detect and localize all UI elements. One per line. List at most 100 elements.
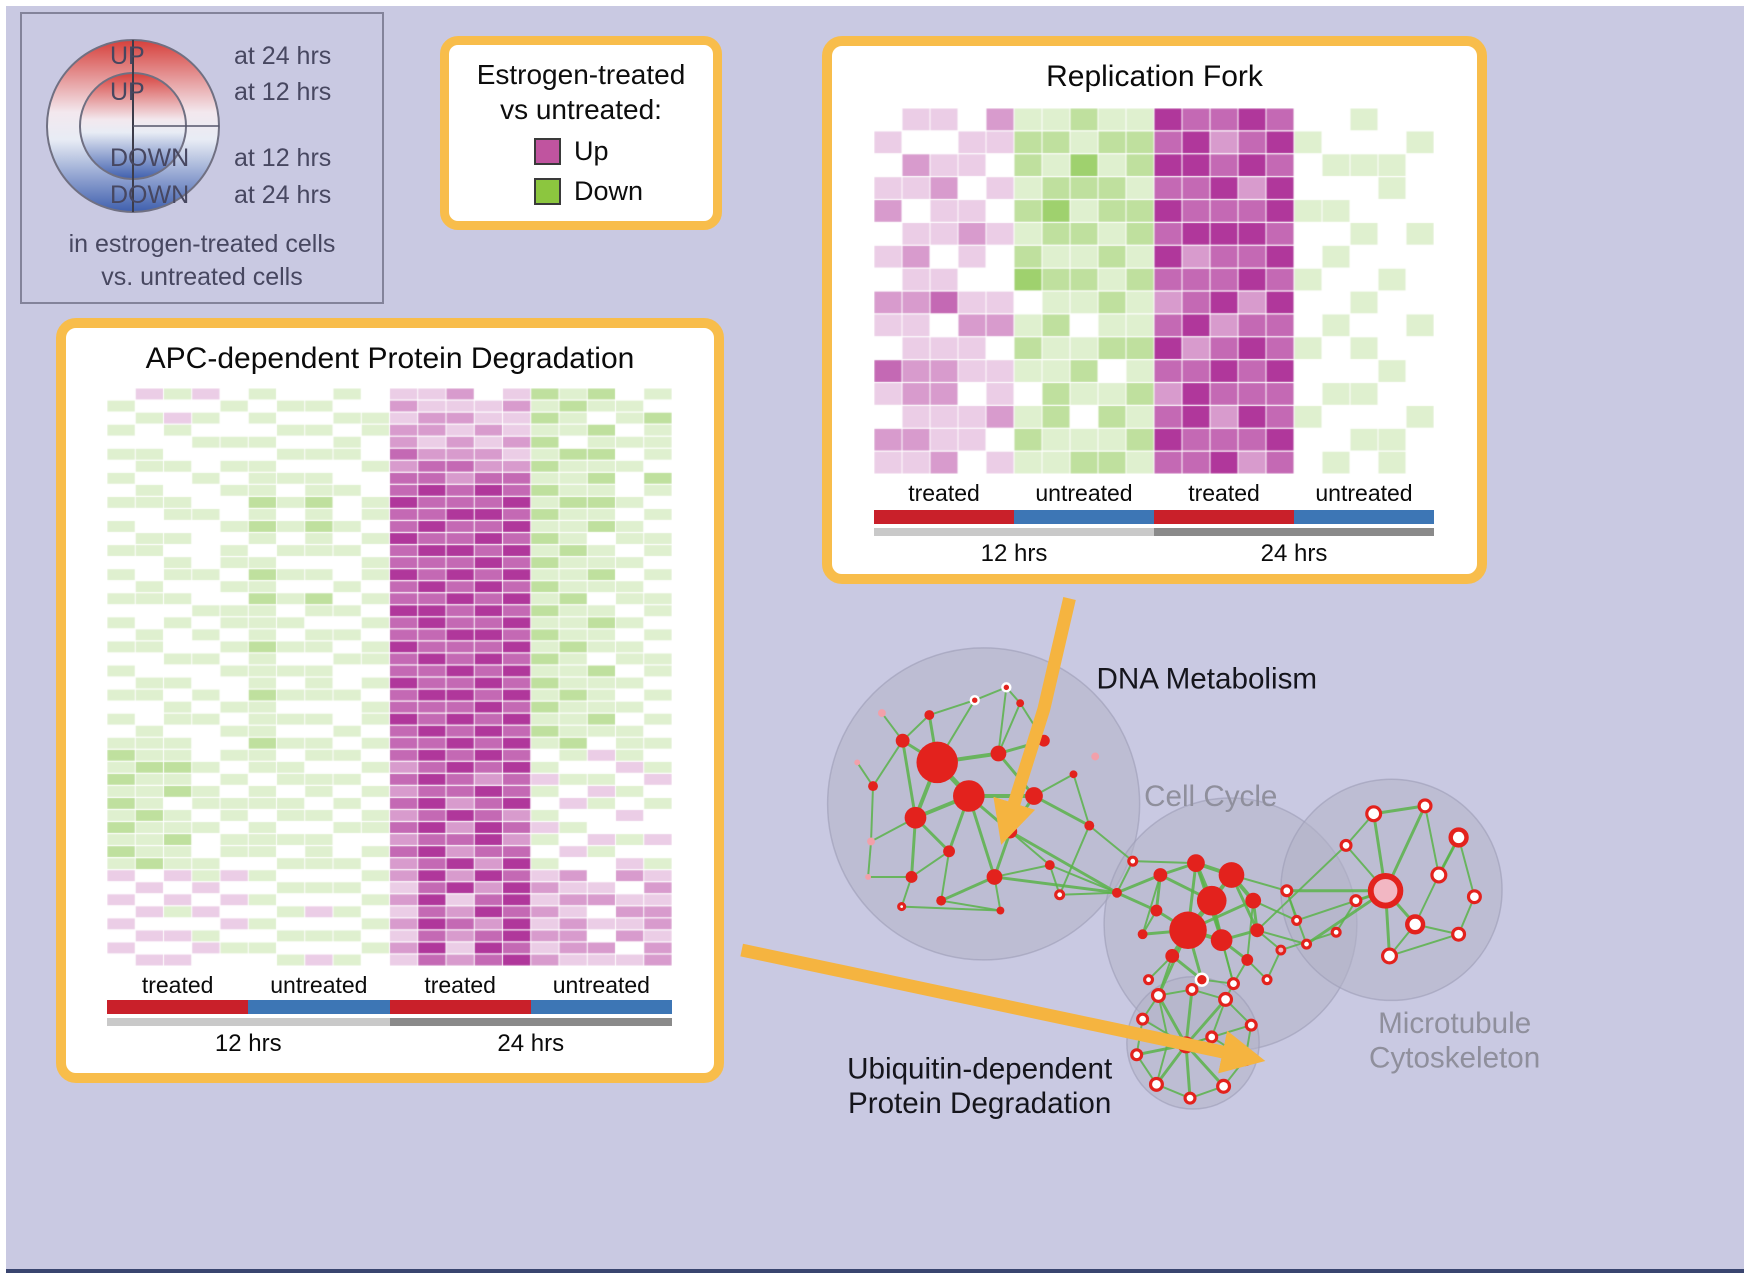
network-node: [1330, 926, 1342, 938]
network-edge: [997, 702, 1022, 755]
network-node: [1448, 827, 1469, 848]
network-edge: [996, 739, 1046, 756]
network-edge: [910, 850, 951, 878]
network-node: [1162, 1035, 1174, 1047]
network-edge: [1414, 874, 1440, 926]
regulation-legend: UP at 24 hrs UP at 12 hrs DOWN at 12 hrs…: [20, 12, 384, 304]
network-node: [1241, 953, 1254, 966]
network-node: [1037, 734, 1050, 747]
network-node: [936, 895, 947, 906]
network-node: [1226, 977, 1240, 991]
network-edge: [1345, 812, 1375, 847]
network-edge: [1184, 1043, 1192, 1100]
untreated-bar: [248, 1000, 390, 1014]
network-edge: [1345, 844, 1387, 892]
time-label-12: 12 hrs: [980, 540, 1048, 567]
time-label-12: 12 hrs: [214, 1030, 282, 1057]
time-label-24: 24 hrs: [497, 1030, 565, 1057]
apc-time-bars: [107, 1018, 672, 1026]
group-label-treated-24: treated: [1188, 480, 1260, 506]
network-edge: [1008, 794, 1036, 834]
network-node: [1044, 860, 1055, 871]
network-edge: [1008, 830, 1119, 895]
callout-arrow: [993, 597, 1076, 845]
network-node: [1137, 929, 1148, 940]
estrogen-legend: Estrogen-treated vs untreated: Up Down: [440, 36, 722, 230]
time-24-bar: [1154, 528, 1434, 536]
network-edge: [1210, 998, 1227, 1038]
estrogen-title-line1: Estrogen-treated: [476, 59, 686, 90]
network-edge: [1209, 873, 1234, 903]
network-edge: [1141, 909, 1158, 936]
network-edge: [1155, 1083, 1191, 1100]
network-edge: [1246, 899, 1255, 961]
network-node: [924, 710, 935, 720]
network-edge: [1009, 830, 1051, 867]
network-edge: [1251, 899, 1259, 932]
network-node: [1261, 974, 1273, 986]
replication-group-bars: [874, 510, 1434, 524]
network-edge: [973, 686, 1008, 702]
network-node: [1244, 1018, 1258, 1032]
legend-item-up: Up: [534, 136, 713, 167]
cluster-circle: [1103, 797, 1358, 1052]
up-label: Up: [574, 136, 609, 166]
apc-group-bars: [107, 1000, 672, 1014]
network-edge: [1256, 844, 1348, 932]
network-edge: [1224, 982, 1235, 1001]
network-edge: [1256, 929, 1282, 952]
network-edge: [1384, 804, 1427, 893]
network-edge: [1158, 873, 1214, 903]
network-edge: [1232, 958, 1249, 985]
network-node: [1339, 838, 1353, 852]
legend-down-12-dir: DOWN: [110, 144, 190, 172]
network-edge: [1384, 889, 1417, 926]
network-label: DNA Metabolism: [1097, 662, 1318, 695]
network-edge: [1058, 824, 1091, 896]
down-color-swatch: [534, 178, 561, 205]
network-node: [1127, 855, 1139, 867]
group-label-untreated-24: untreated: [1315, 480, 1413, 506]
callout-arrow: [740, 943, 1266, 1074]
network-edge: [1186, 899, 1255, 932]
network-node: [1291, 914, 1303, 926]
replication-heatmap: [874, 108, 1434, 474]
network-edge: [1072, 773, 1091, 827]
network-edge: [1135, 1043, 1188, 1057]
network-node: [1466, 889, 1482, 905]
network-edge: [1154, 909, 1190, 932]
network-edge: [1185, 1024, 1253, 1046]
network-node: [1365, 805, 1383, 823]
network-node: [1165, 949, 1180, 963]
network-node: [877, 709, 886, 717]
network-edge: [1156, 993, 1188, 1047]
group-label-untreated-12: untreated: [270, 972, 368, 998]
network-edge: [1048, 864, 1118, 894]
network-edge: [934, 759, 972, 799]
network-edge: [993, 875, 1119, 895]
network-node: [1143, 974, 1155, 986]
treated-bar: [107, 1000, 249, 1014]
network-edge: [967, 794, 996, 879]
estrogen-legend-title: Estrogen-treated vs untreated:: [449, 57, 713, 127]
network-label: Cell Cycle: [1144, 780, 1277, 813]
network-node: [895, 733, 910, 748]
network-node: [1025, 787, 1043, 805]
legend-up-12-time: at 12 hrs: [234, 78, 332, 106]
network-edge: [1019, 702, 1045, 742]
network-node: [1216, 1078, 1232, 1094]
network-edge: [1437, 836, 1460, 876]
network-edge: [1005, 686, 1022, 705]
replication-time-labels: 12 hrs 24 hrs: [874, 540, 1434, 568]
time-24-bar: [389, 1018, 672, 1026]
network-edge: [1141, 928, 1190, 936]
network-edge: [1193, 861, 1214, 903]
network-edge: [1157, 988, 1193, 997]
network-node: [1136, 1012, 1150, 1026]
regulation-rings-diagram: [46, 39, 220, 213]
network-edge: [1372, 812, 1388, 893]
legend-up-24-dir: UP: [110, 42, 145, 70]
untreated-bar: [1014, 510, 1154, 524]
network-edge: [1135, 1018, 1144, 1056]
network-edge: [1115, 891, 1158, 913]
